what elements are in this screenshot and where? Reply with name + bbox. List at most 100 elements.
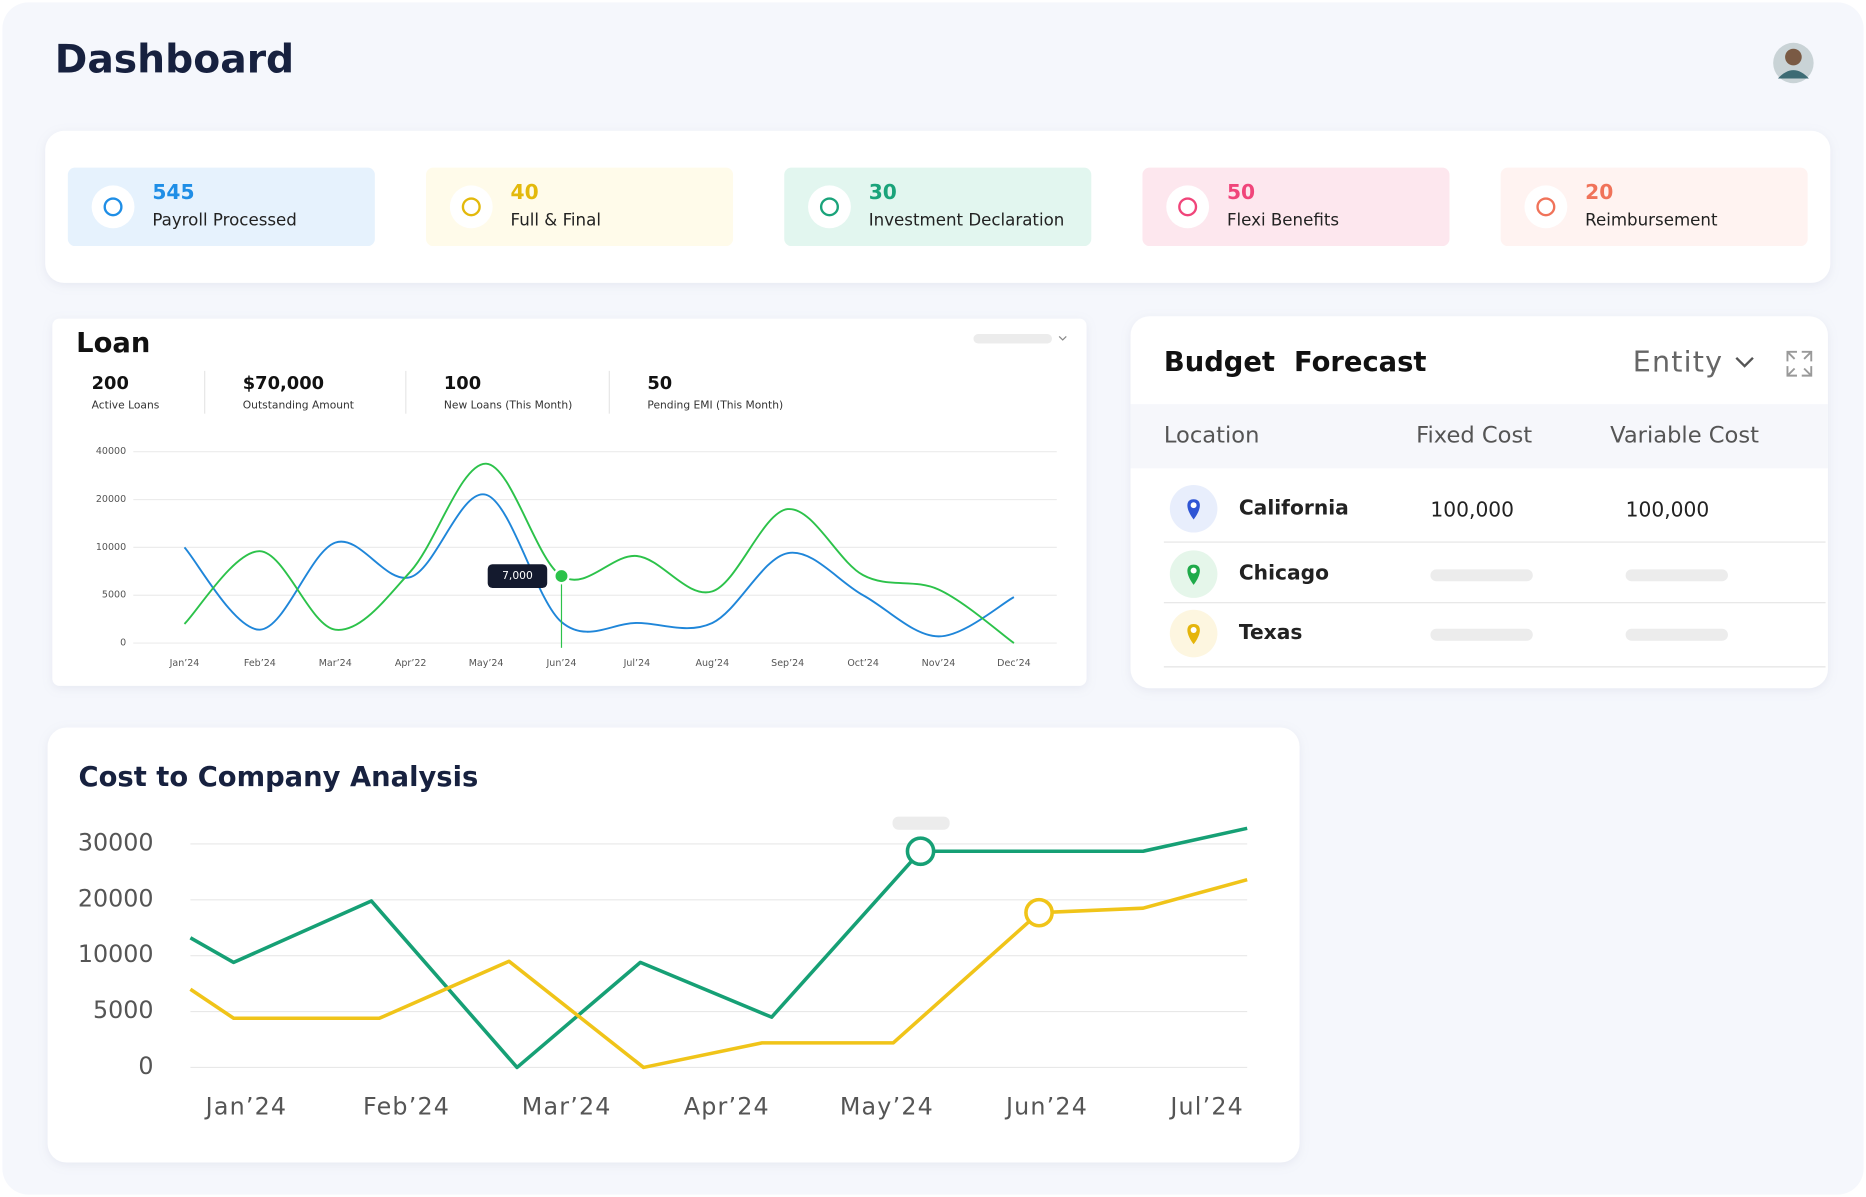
loan-stat-value: 200 [92, 373, 129, 394]
tooltip-label: 7,000 [502, 569, 533, 582]
x-tick-label: Mar’24 [522, 1092, 612, 1120]
x-tick-label: Jun’24 [1004, 1092, 1088, 1120]
ctc-line [189, 826, 1248, 1070]
stat-card[interactable] [426, 167, 734, 247]
y-tick-label: 0 [138, 1052, 153, 1080]
legend-placeholder [892, 816, 950, 830]
location-name: California [1239, 495, 1349, 519]
filter-arrow [1735, 356, 1754, 368]
stat-icon [819, 197, 839, 217]
stat-card[interactable] [784, 167, 1092, 247]
x-tick-label: Apr’24 [684, 1092, 770, 1120]
loan-stat-label: Active Loans [92, 398, 160, 411]
x-tick-label: Feb’24 [363, 1092, 450, 1120]
x-tick-label: Oct’24 [847, 658, 879, 669]
y-tick-label: 5000 [102, 590, 126, 601]
column-header: Variable Cost [1610, 423, 1759, 449]
stat-value: 20 [1585, 180, 1613, 204]
stat-icon [103, 197, 123, 217]
x-tick-label: Mar’24 [319, 658, 352, 669]
stat-icon-bg [808, 185, 851, 229]
pin-hole [1190, 502, 1197, 509]
stat-icon-bg [1524, 185, 1568, 229]
x-tick-label: Jul’24 [623, 658, 651, 669]
loan-stat-value: 100 [444, 373, 481, 394]
x-tick-label: Apr’22 [395, 658, 427, 669]
stat-label: Reimbursement [1585, 211, 1718, 230]
loan-stat-value: $70,000 [243, 373, 324, 394]
pin-hole [1190, 627, 1197, 633]
entity-filter[interactable]: Entity [1633, 346, 1723, 379]
ctc-title: Cost to Company Analysis [79, 762, 479, 793]
stat-icon [461, 197, 481, 217]
location-name: Texas [1239, 620, 1303, 644]
y-tick-label: 5000 [93, 996, 154, 1024]
y-tick-label: 20000 [78, 884, 154, 912]
column-header: Location [1164, 423, 1260, 449]
loan-card [52, 318, 1087, 686]
stat-label: Full & Final [511, 211, 601, 230]
y-tick-label: 40000 [96, 446, 126, 457]
ctc-card [47, 727, 1300, 1163]
stat-value: 40 [511, 180, 539, 204]
x-tick-label: Jul’24 [1168, 1092, 1244, 1120]
location-pin [1187, 499, 1200, 520]
stat-label: Investment Declaration [869, 211, 1065, 230]
location-pin [1187, 624, 1200, 645]
location-name: Chicago [1239, 561, 1329, 585]
x-tick-label: Nov’24 [922, 658, 956, 669]
x-tick-label: May’24 [469, 658, 504, 669]
stat-value: 545 [152, 180, 194, 204]
loan-stat-value: 50 [647, 373, 672, 394]
x-tick-label: Sep’24 [771, 658, 804, 669]
stat-label: Payroll Processed [152, 211, 297, 230]
column-header: Fixed Cost [1416, 423, 1532, 449]
x-tick-label: Jun’24 [546, 658, 577, 669]
point [1024, 897, 1054, 928]
y-tick-label: 10000 [78, 940, 154, 968]
y-tick-label: 30000 [78, 828, 154, 856]
avatar[interactable] [1773, 42, 1814, 84]
point [553, 567, 570, 585]
cost-placeholder [1625, 569, 1728, 582]
y-tick-label: 10000 [96, 542, 126, 553]
stat-icon-bg [1166, 185, 1210, 229]
x-tick-label: Dec’24 [997, 658, 1031, 669]
dropdown-arrow [1058, 335, 1067, 341]
budget-title: Budget Forecast [1164, 347, 1427, 378]
loan-stat-label: Outstanding Amount [243, 398, 354, 411]
table-header [1130, 404, 1828, 469]
cost-placeholder [1430, 628, 1533, 641]
dropdown-placeholder[interactable] [973, 334, 1053, 344]
stat-icon-bg [91, 185, 135, 229]
loan-stat-label: New Loans (This Month) [444, 398, 572, 411]
y-tick-label: 0 [120, 638, 126, 649]
ctc-line [189, 877, 1248, 1070]
stat-card[interactable] [1500, 167, 1808, 247]
loan-title: Loan [76, 328, 150, 359]
loan-stat-label: Pending EMI (This Month) [647, 398, 783, 411]
x-tick-label: Feb’24 [244, 658, 276, 669]
x-tick-label: Jan’24 [169, 658, 200, 669]
stat-card[interactable] [1142, 167, 1450, 247]
pin-hole [1190, 567, 1197, 574]
x-tick-label: Aug’24 [695, 658, 729, 669]
stat-icon [1178, 197, 1198, 217]
y-tick-label: 20000 [96, 494, 126, 505]
stat-card[interactable] [67, 167, 375, 247]
loan-line [183, 462, 1015, 644]
cost-placeholder [1625, 628, 1728, 641]
stat-value: 50 [1227, 180, 1255, 204]
point [905, 836, 936, 867]
cost-value: 100,000 [1430, 498, 1514, 522]
stat-icon [1536, 197, 1556, 217]
tooltip [487, 564, 548, 588]
x-tick-label: May’24 [840, 1092, 934, 1120]
cost-value: 100,000 [1626, 498, 1710, 522]
stat-icon-bg [449, 185, 493, 229]
page-title: Dashboard [55, 37, 294, 82]
stat-value: 30 [869, 180, 897, 204]
cost-placeholder [1430, 569, 1533, 582]
expand-icon[interactable] [1786, 350, 1813, 377]
